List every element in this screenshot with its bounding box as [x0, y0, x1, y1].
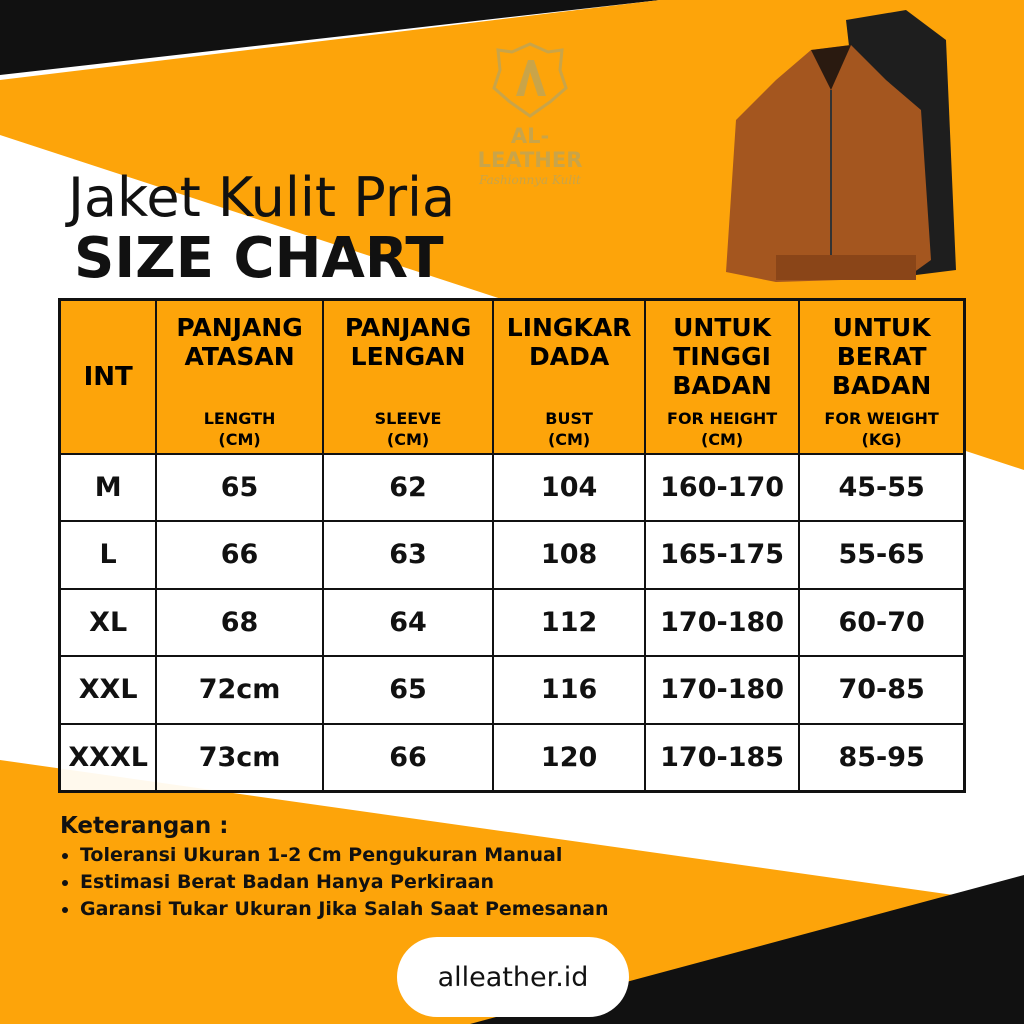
- table-cell: L: [58, 520, 158, 590]
- table-cell: 85-95: [798, 722, 966, 792]
- table-cell: 160-170: [643, 452, 801, 522]
- table-cell: 108: [492, 520, 646, 590]
- table-cell: 116: [492, 655, 646, 725]
- header-int: INT: [58, 298, 158, 455]
- leather-jacket-image: [726, 10, 956, 282]
- brand-tagline: Fashionnya Kulit: [479, 173, 581, 187]
- table-cell: 70-85: [798, 655, 966, 725]
- table-cell: 112: [492, 587, 646, 657]
- table-header-row: INT PANJANG ATASAN LENGTH (CM) PANJANG LEN…: [58, 298, 966, 455]
- table-cell: 60-70: [798, 587, 966, 657]
- note-item: Garansi Tukar Ukuran Jika Salah Saat Pem…: [80, 896, 609, 923]
- table-cell: 165-175: [643, 520, 801, 590]
- page-title: Jaket Kulit Pria: [68, 166, 456, 229]
- table-cell: 65: [321, 655, 495, 725]
- leather-hide-icon: [492, 42, 568, 118]
- table-cell: 55-65: [798, 520, 966, 590]
- website-link[interactable]: alleather.id: [397, 937, 629, 1017]
- header-length: PANJANG ATASAN LENGTH (CM): [155, 298, 324, 455]
- header-weight: UNTUK BERAT BADAN FOR WEIGHT (KG): [798, 298, 966, 455]
- table-cell: 120: [492, 722, 646, 792]
- table-row: M 65 62 104 160-170 45-55: [58, 452, 966, 522]
- table-cell: 64: [321, 587, 495, 657]
- note-item: Estimasi Berat Badan Hanya Perkiraan: [80, 869, 609, 896]
- table-cell: XL: [58, 587, 158, 657]
- table-cell: XXL: [58, 655, 158, 725]
- notes-section: Keterangan : Toleransi Ukuran 1-2 Cm Pen…: [60, 813, 609, 923]
- header-bust: LINGKAR DADA BUST (CM): [492, 298, 646, 455]
- table-row: L 66 63 108 165-175 55-65: [58, 520, 966, 590]
- table-cell: 45-55: [798, 452, 966, 522]
- table-cell: 104: [492, 452, 646, 522]
- table-cell: 72cm: [155, 655, 324, 725]
- page-subtitle: SIZE CHART: [74, 226, 444, 291]
- table-cell: 62: [321, 452, 495, 522]
- table-cell: 170-180: [643, 587, 801, 657]
- table-cell: 170-180: [643, 655, 801, 725]
- table-cell: 63: [321, 520, 495, 590]
- brand-name: AL-LEATHER: [477, 124, 583, 172]
- table-row: XXL 72cm 65 116 170-180 70-85: [58, 655, 966, 725]
- table-cell: 66: [321, 722, 495, 792]
- table-row: XL 68 64 112 170-180 60-70: [58, 587, 966, 657]
- size-chart-table: INT PANJANG ATASAN LENGTH (CM) PANJANG LEN…: [58, 298, 966, 793]
- notes-heading: Keterangan :: [60, 813, 229, 839]
- table-cell: 68: [155, 587, 324, 657]
- table-cell: 73cm: [155, 722, 324, 792]
- table-cell: 170-185: [643, 722, 801, 792]
- header-height: UNTUK TINGGI BADAN FOR HEIGHT (CM): [643, 298, 801, 455]
- table-cell: 65: [155, 452, 324, 522]
- header-sleeve: PANJANG LENGAN SLEEVE (CM): [321, 298, 495, 455]
- note-item: Toleransi Ukuran 1-2 Cm Pengukuran Manua…: [80, 842, 609, 869]
- table-row: XXXL 73cm 66 120 170-185 85-95: [58, 722, 966, 792]
- table-cell: 66: [155, 520, 324, 590]
- table-cell: M: [58, 452, 158, 522]
- brand-logo: AL-LEATHER Fashionnya Kulit: [460, 40, 600, 187]
- table-cell: XXXL: [58, 722, 158, 792]
